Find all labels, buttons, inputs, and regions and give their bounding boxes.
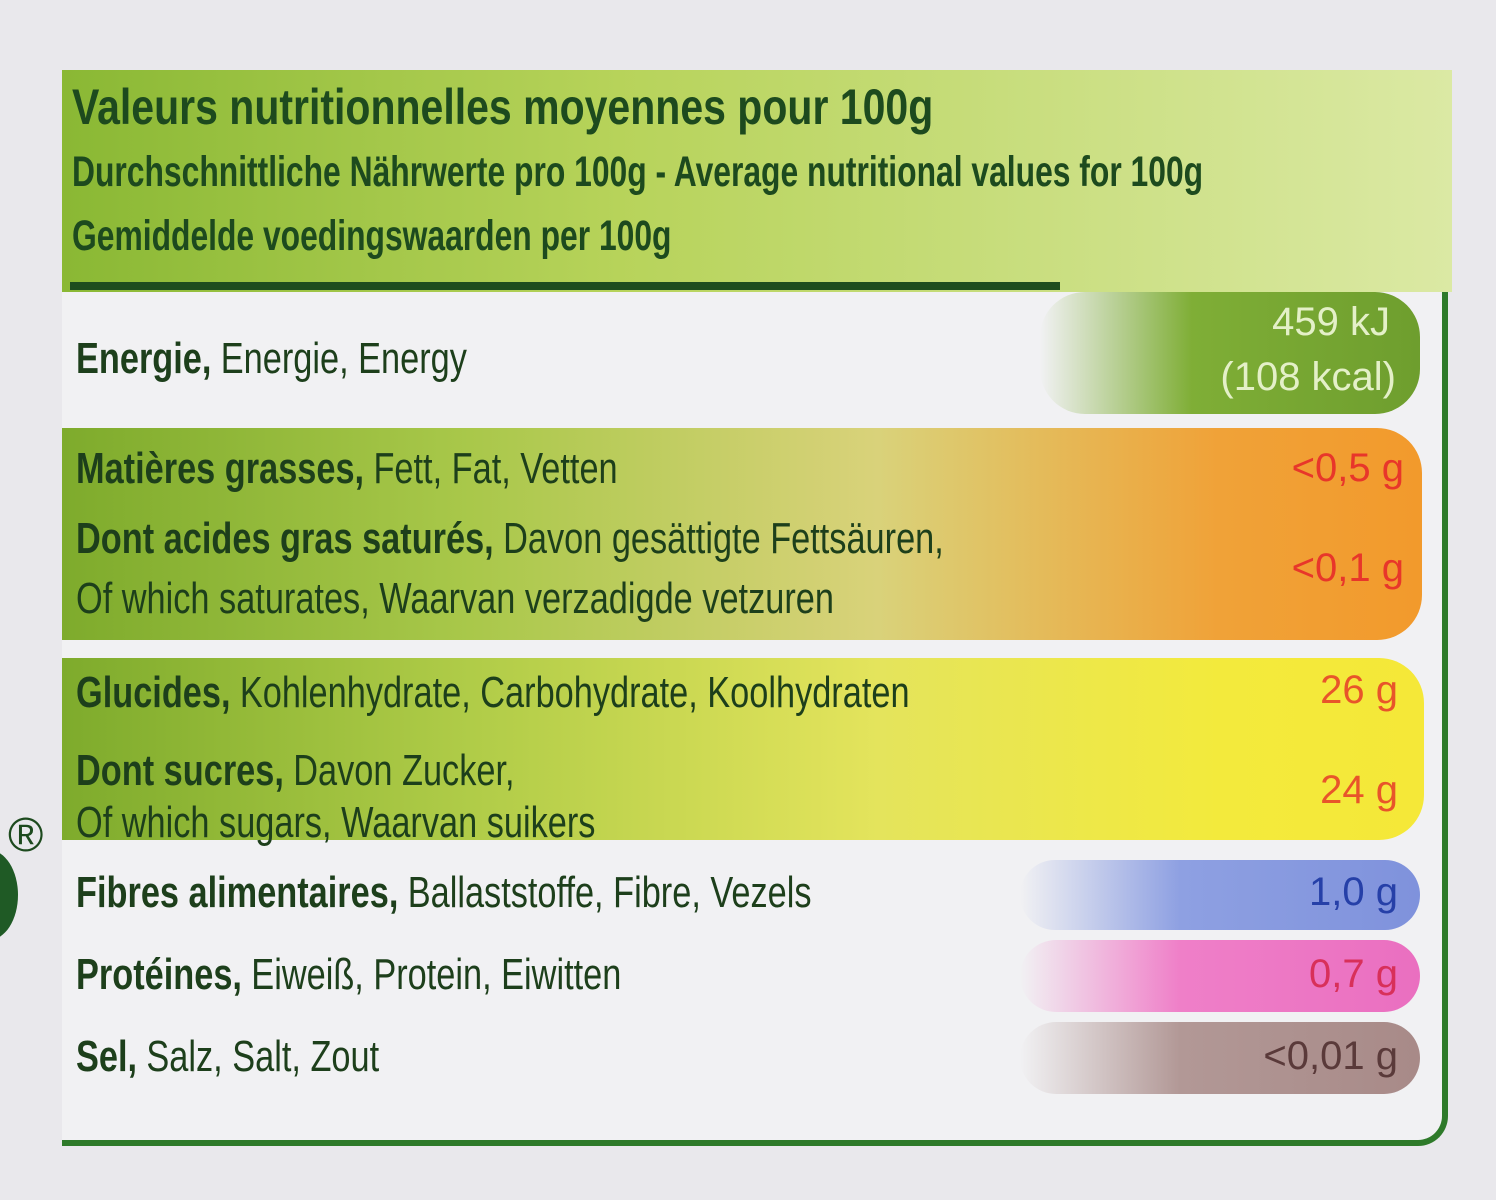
nutrient-name: Glucides, — [76, 668, 231, 717]
nutrient-value: <0,1 g — [1291, 546, 1404, 590]
nutrient-name: Sel, — [76, 1032, 138, 1081]
nutrient-translation: Of which saturates, Waarvan verzadigde v… — [76, 574, 834, 623]
nutrient-label: Fibres alimentaires, Ballaststoffe, Fibre… — [76, 868, 812, 918]
nutrient-value: 26 g — [1320, 668, 1398, 712]
nutrient-name: Dont sucres, — [76, 746, 284, 795]
nutrient-value: 0,7 g — [1309, 952, 1398, 996]
protein-pill — [1020, 940, 1420, 1012]
subtitle: Durchschnittliche Nährwerte pro 100g - A… — [72, 148, 1204, 196]
energy-pill — [1040, 292, 1420, 414]
logo-edge — [0, 850, 18, 940]
nutrient-value: <0,01 g — [1263, 1034, 1398, 1078]
nutrient-translation: Ballaststoffe, Fibre, Vezels — [407, 868, 812, 917]
nutrient-translation: Fett, Fat, Vetten — [373, 444, 618, 493]
nutrient-label: Protéines, Eiweiß, Protein, Eiwitten — [76, 950, 621, 1000]
nutrient-label: Matières grasses, Fett, Fat, Vetten — [76, 444, 618, 494]
nutrient-label: Glucides, Kohlenhydrate, Carbohydrate, Ko… — [76, 668, 910, 718]
nutrient-translation: Kohlenhydrate, Carbohydrate, Koolhydrate… — [239, 668, 910, 717]
carb-group — [62, 658, 1424, 840]
nutrient-name: Matières grasses, — [76, 444, 365, 493]
registered-mark: ® — [8, 809, 44, 862]
nutrient-translation: Davon gesättigte Fettsäuren, — [503, 514, 944, 563]
nutrient-label: Dont sucres, Davon Zucker, — [76, 746, 515, 796]
nutrient-name: Fibres alimentaires, — [76, 868, 399, 917]
nutrient-name: Protéines, — [76, 950, 242, 999]
header-band — [62, 70, 1452, 292]
nutrient-value: <0,5 g — [1291, 446, 1404, 490]
nutrient-translation: Eiweiß, Protein, Eiwitten — [251, 950, 622, 999]
nutrient-value: 1,0 g — [1309, 870, 1398, 914]
nutrient-name: Energie, — [76, 334, 212, 383]
nutrient-translation: Davon Zucker, — [293, 746, 515, 795]
nutrient-translation: Energie, Energy — [220, 334, 467, 383]
divider — [70, 282, 1060, 290]
fibre-pill — [1020, 860, 1420, 930]
subtitle: Gemiddelde voedingswaarden per 100g — [72, 212, 672, 260]
nutrient-label: Sel, Salz, Salt, Zout — [76, 1032, 379, 1082]
salt-pill — [1020, 1022, 1420, 1094]
nutrient-label: Energie, Energie, Energy — [76, 334, 467, 384]
title: Valeurs nutritionnelles moyennes pour 10… — [72, 79, 934, 135]
nutrient-label: Dont acides gras saturés, Davon gesättigt… — [76, 514, 944, 564]
nutrient-translation: Salz, Salt, Zout — [146, 1032, 380, 1081]
nutrient-value: (108 kcal) — [1220, 355, 1396, 399]
nutrient-name: Dont acides gras saturés, — [76, 514, 494, 563]
nutrient-translation: Of which sugars, Waarvan suikers — [76, 798, 596, 847]
fat-group — [62, 428, 1422, 640]
nutrient-value: 459 kJ — [1272, 300, 1390, 344]
nutrient-value: 24 g — [1320, 768, 1398, 812]
